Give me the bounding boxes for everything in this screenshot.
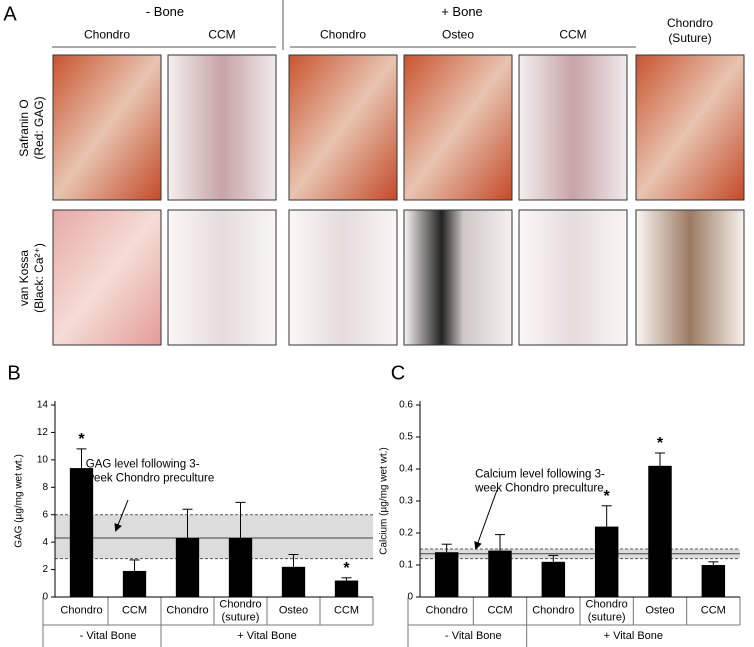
y-axis-title: GAG (µg/mg wet wt.) (14, 454, 25, 548)
y-axis-title: Calcium (µg/mg wet wt.) (379, 447, 390, 554)
bar (228, 538, 253, 597)
y-tick-label: 12 (37, 427, 49, 438)
y-tick-label: 0.3 (399, 496, 413, 507)
histology-image (635, 209, 745, 346)
histology-image (518, 209, 628, 346)
histology-image (288, 54, 398, 201)
x-tick-label: CCM (333, 604, 360, 617)
significance-mark: * (78, 431, 85, 448)
panel-label: A (3, 3, 17, 26)
bar (701, 565, 726, 597)
y-tick-label: 8 (42, 482, 48, 493)
y-tick-label: 0.1 (399, 560, 413, 571)
bar (175, 538, 200, 597)
histology-image (167, 54, 277, 201)
y-tick-label: 4 (42, 537, 48, 548)
column-header: CCM (559, 27, 587, 42)
histology-image (403, 209, 513, 346)
group-label: - Vital Bone (444, 630, 502, 643)
bar (594, 526, 619, 597)
histology-image (635, 54, 745, 201)
annotation-arrow (114, 499, 129, 532)
bar (69, 468, 94, 597)
bar (334, 580, 359, 597)
group-label: + Vital Bone (237, 630, 297, 643)
histology-image (52, 54, 162, 201)
annotation: Calcium level following 3- week Chondro … (475, 468, 605, 495)
bar (488, 550, 512, 597)
x-tick-label: CCM (487, 604, 513, 617)
significance-mark: * (604, 488, 611, 505)
bar (648, 465, 672, 597)
y-tick-label: 0.4 (399, 464, 413, 475)
x-tick-label: Chondro (166, 604, 209, 617)
x-tick-label: CCM (121, 604, 148, 617)
annotation: GAG level following 3- week Chondro prec… (85, 458, 215, 485)
bar (281, 566, 306, 597)
x-tick-label: Chondro (suture) (585, 598, 628, 623)
x-tick-label: Chondro (425, 604, 468, 617)
panel-label: B (7, 362, 21, 385)
column-header: Osteo (441, 27, 475, 42)
row-label: Safranin O (Red: GAG) (17, 96, 46, 160)
y-tick-label: 0.2 (399, 528, 413, 539)
x-tick-label: Osteo (645, 604, 675, 617)
x-tick-label: CCM (700, 604, 726, 617)
annotation-arrow (474, 489, 498, 550)
y-tick-label: 0 (42, 592, 48, 603)
group-label: - Vital Bone (79, 630, 137, 643)
histology-image (518, 54, 628, 201)
bar (541, 561, 566, 597)
y-tick-label: 0.5 (399, 432, 413, 443)
column-header: CCM (208, 27, 236, 42)
panel-label: C (390, 362, 406, 385)
column-header: Chondro (Suture) (666, 16, 714, 45)
group-label: + Vital Bone (603, 630, 664, 643)
significance-mark: * (343, 560, 350, 577)
x-tick-label: Chondro (532, 604, 575, 617)
histology-image (52, 209, 162, 346)
reference-band (55, 514, 373, 559)
x-tick-label: Osteo (278, 604, 309, 617)
y-tick-label: 0 (407, 592, 413, 603)
group-header: - Bone (145, 3, 185, 19)
y-tick-label: 0.6 (399, 400, 413, 411)
bar (434, 552, 459, 597)
y-tick-label: 2 (42, 564, 48, 575)
y-tick-label: 14 (37, 400, 49, 411)
group-header: + Bone (441, 3, 483, 19)
histology-image (167, 209, 277, 346)
column-header: Chondro (83, 27, 131, 42)
y-tick-label: 10 (37, 454, 49, 465)
column-header: Chondro (319, 27, 367, 42)
histology-image (403, 54, 513, 201)
row-label: van Kossa (Black: Ca²⁺) (17, 243, 46, 313)
x-tick-label: Chondro (60, 604, 103, 617)
bar (122, 570, 147, 597)
significance-mark: * (657, 435, 664, 452)
histology-image (288, 209, 398, 346)
y-tick-label: 6 (42, 509, 48, 520)
x-tick-label: Chondro (suture) (219, 598, 262, 623)
